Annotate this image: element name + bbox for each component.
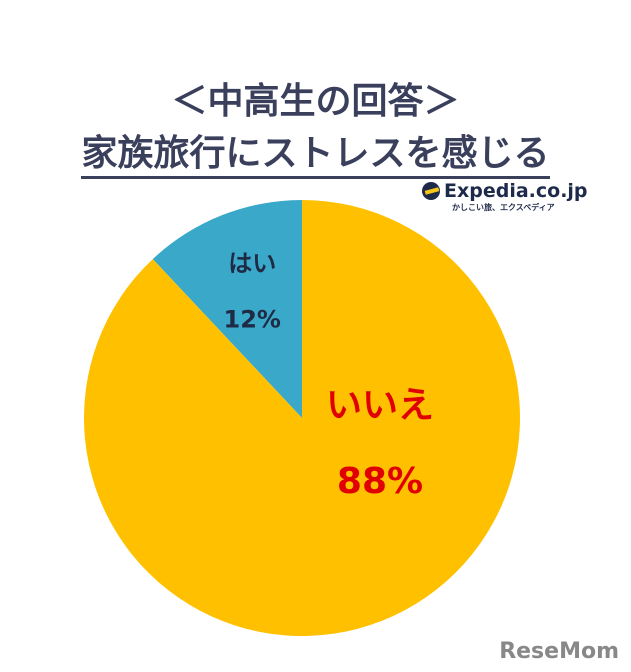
chart-title: ＜中高生の回答＞ (171, 81, 460, 122)
pie-label-0: はい (228, 249, 276, 277)
pie-value-label-0: 12% (224, 305, 281, 333)
chart-subtitle-text: 家族旅行にストレスを感じる (81, 133, 550, 179)
logo-sub-text: かしこい旅、エクスペディア (452, 203, 555, 212)
globe-plane-icon (422, 182, 440, 200)
watermark: ReseMom (499, 639, 619, 664)
pie-slice-1 (83, 200, 520, 637)
pie-value-label-1: 88% (337, 461, 423, 502)
pie-label-1: いいえ (326, 385, 434, 426)
logo-main-text: Expedia.co.jp (444, 180, 588, 202)
expedia-logo: Expedia.co.jp かしこい旅、エクスペディア (422, 180, 592, 213)
pie-slice-0 (152, 200, 302, 418)
chart-subtitle: 家族旅行にストレスを感じる (0, 124, 631, 179)
